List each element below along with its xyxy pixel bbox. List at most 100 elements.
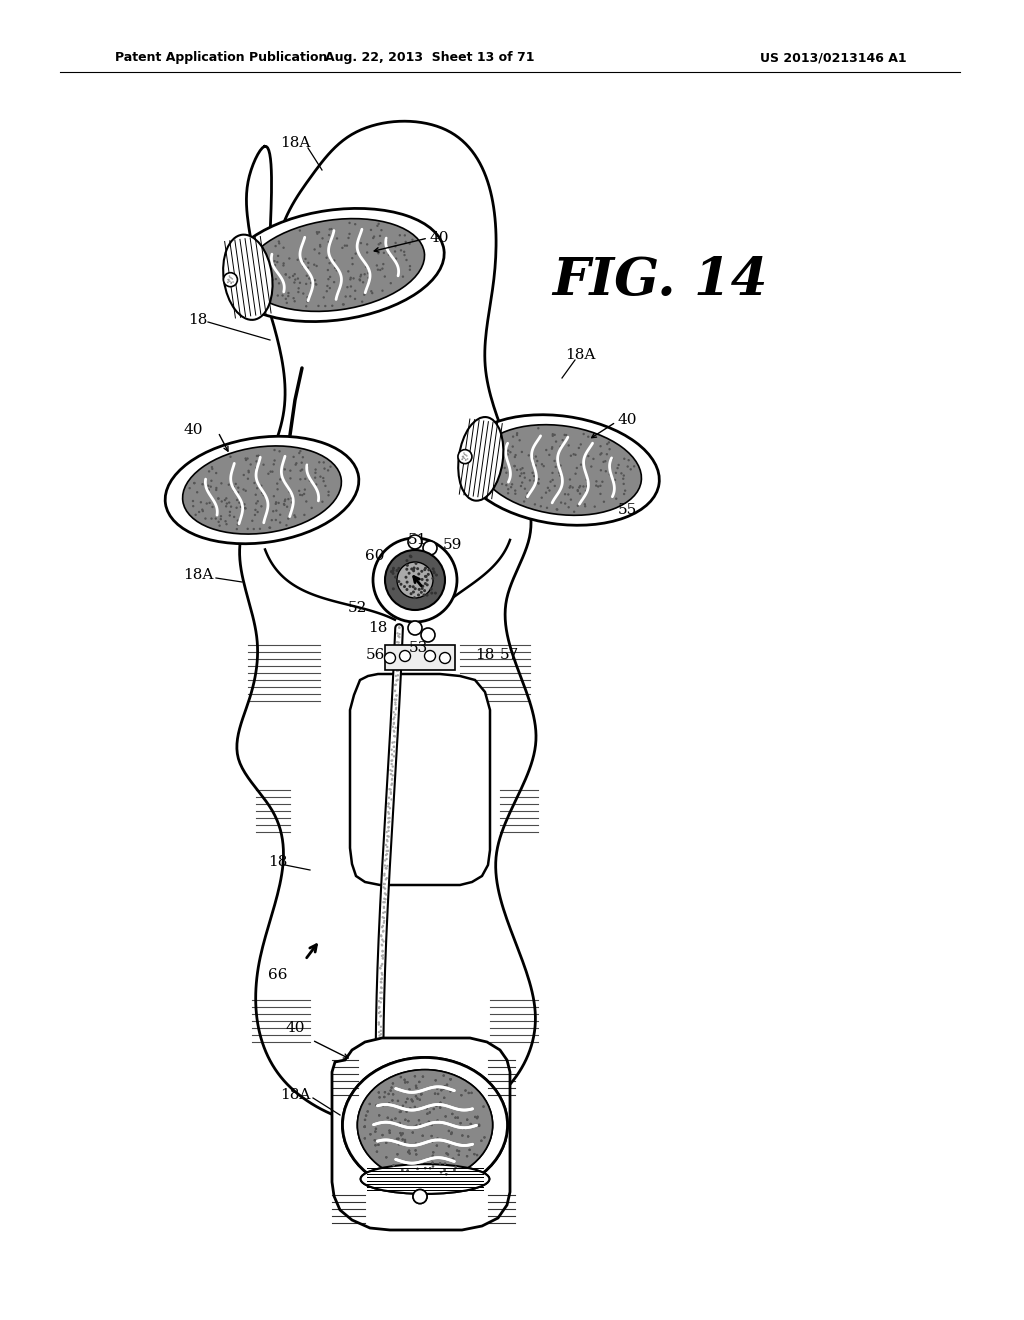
Circle shape [560,477,563,479]
Circle shape [432,1151,434,1154]
Circle shape [278,282,281,285]
Circle shape [574,473,577,475]
Circle shape [403,251,406,253]
Circle shape [390,799,392,801]
Circle shape [388,813,390,814]
Circle shape [290,510,292,512]
Circle shape [388,1102,390,1105]
Circle shape [443,1168,445,1171]
Circle shape [394,704,396,706]
Circle shape [384,652,395,664]
Circle shape [354,298,356,300]
Circle shape [409,1107,412,1109]
Circle shape [406,1110,408,1113]
Circle shape [195,513,197,516]
Circle shape [599,484,602,487]
Circle shape [435,1144,438,1147]
Circle shape [394,690,396,692]
Circle shape [523,477,526,479]
Circle shape [265,277,267,280]
Circle shape [370,1133,372,1135]
Circle shape [386,853,388,855]
Circle shape [255,467,257,469]
Circle shape [399,1110,402,1113]
Circle shape [466,1155,468,1158]
Circle shape [407,1170,409,1172]
Circle shape [421,1162,423,1164]
Circle shape [623,474,625,477]
Circle shape [364,1137,366,1139]
Circle shape [395,257,397,260]
Circle shape [378,1092,380,1094]
Circle shape [429,1167,431,1170]
Circle shape [392,730,395,733]
Circle shape [582,498,584,500]
Circle shape [260,484,262,487]
Circle shape [309,478,311,480]
Circle shape [440,1089,442,1092]
Circle shape [407,1151,410,1154]
Circle shape [523,487,526,490]
Circle shape [538,428,540,429]
Circle shape [470,1123,472,1125]
Circle shape [374,1139,376,1142]
Circle shape [426,1113,429,1115]
Circle shape [397,566,400,570]
Circle shape [460,1122,462,1125]
Circle shape [407,1151,410,1154]
Circle shape [295,463,297,466]
Circle shape [244,503,246,506]
Circle shape [476,1154,478,1156]
Circle shape [403,234,407,236]
Circle shape [584,506,587,507]
Circle shape [495,442,497,445]
Circle shape [378,1022,380,1024]
Circle shape [425,1107,428,1110]
Circle shape [385,858,388,861]
Circle shape [452,1158,455,1160]
Circle shape [384,892,386,895]
Circle shape [513,465,516,467]
Circle shape [406,587,409,591]
Circle shape [398,234,401,236]
Circle shape [392,1139,394,1142]
Circle shape [385,1156,387,1159]
Circle shape [361,281,365,284]
Circle shape [442,1074,444,1077]
Circle shape [425,576,428,578]
Circle shape [452,1113,454,1115]
Circle shape [406,1110,408,1113]
Circle shape [520,473,522,475]
Circle shape [480,1139,482,1142]
Circle shape [390,763,393,766]
Circle shape [248,470,250,473]
Ellipse shape [165,437,358,544]
Circle shape [398,1122,401,1125]
Circle shape [388,821,390,822]
Circle shape [256,276,258,279]
Circle shape [391,1100,393,1102]
Circle shape [411,1098,413,1101]
Circle shape [463,1127,465,1130]
Circle shape [391,754,393,756]
Circle shape [336,269,338,272]
Circle shape [404,1143,408,1146]
Circle shape [432,1155,434,1156]
Circle shape [537,459,539,462]
Circle shape [604,459,606,462]
Circle shape [465,459,467,461]
Circle shape [396,1138,398,1140]
Circle shape [274,503,276,506]
Circle shape [383,252,385,253]
Circle shape [211,506,214,508]
Circle shape [454,1168,456,1171]
Circle shape [428,1158,430,1160]
Circle shape [424,582,427,585]
Circle shape [549,480,552,483]
Circle shape [381,944,383,946]
Circle shape [228,511,231,513]
Circle shape [390,1118,393,1121]
Circle shape [318,244,322,247]
Circle shape [456,1150,459,1152]
Text: 18A: 18A [280,136,310,150]
